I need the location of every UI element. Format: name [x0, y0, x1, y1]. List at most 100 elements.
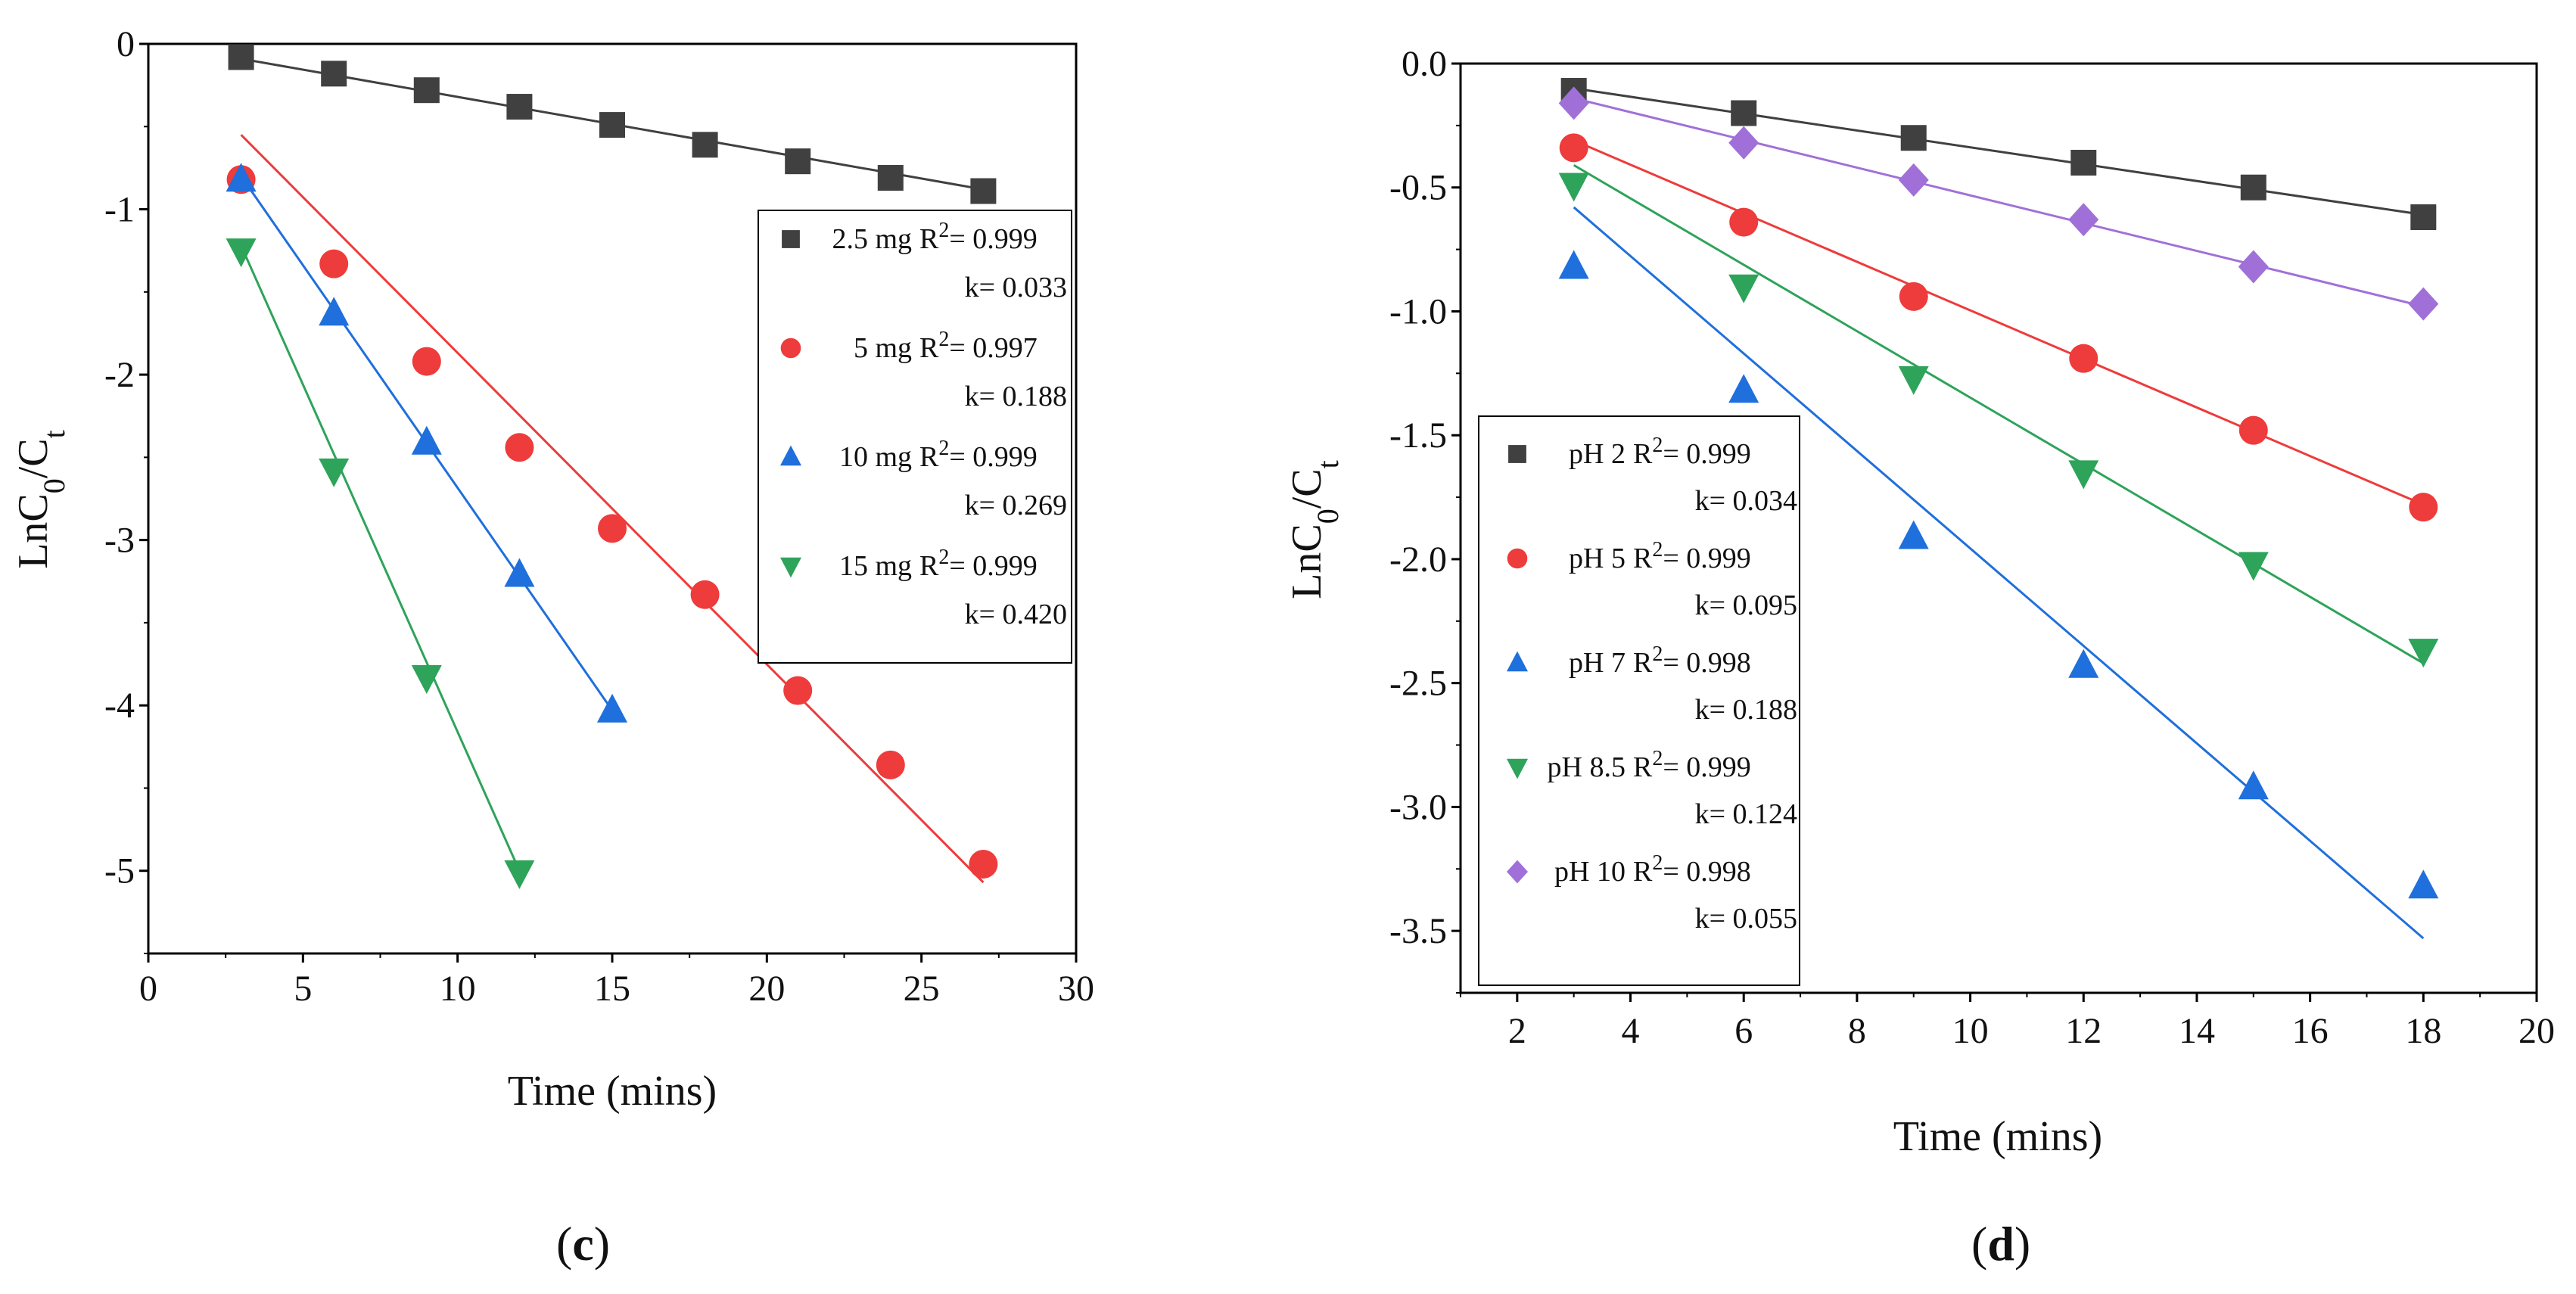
data-point: [2238, 250, 2269, 284]
legend-k: k= 0.420: [965, 599, 1067, 630]
data-point: [2238, 770, 2269, 800]
y-axis-label: LnC0/Ct: [10, 430, 71, 569]
data-point: [319, 297, 350, 326]
x-axis-label: Time (mins): [1893, 1113, 2102, 1160]
fit-line: [240, 134, 985, 884]
data-point: [1559, 133, 1588, 163]
legend-r2: R2= 0.999: [1633, 538, 1751, 575]
x-tick-label: 12: [2065, 1011, 2102, 1051]
y-tick-label: 0: [117, 24, 135, 64]
data-point: [505, 433, 534, 462]
legend-r2: R2= 0.997: [919, 328, 1038, 365]
x-tick-label: 16: [2292, 1011, 2329, 1051]
fit-line: [1573, 163, 2425, 664]
y-tick-label: -3.0: [1389, 787, 1447, 827]
data-point: [413, 77, 440, 104]
data-point: [226, 238, 257, 268]
legend-r2: R2= 0.999: [1633, 434, 1751, 471]
data-point: [1899, 282, 1928, 311]
legend-k: k= 0.034: [1695, 485, 1797, 517]
series-pH-7: [1558, 206, 2439, 940]
legend-box: [1478, 415, 1800, 986]
legend-marker: [1507, 548, 1528, 569]
legend-series-name: pH 2: [1569, 438, 1626, 470]
data-point: [2408, 639, 2439, 668]
y-tick-label: -3: [104, 521, 135, 561]
fit-line: [1573, 97, 2424, 308]
legend-r2: R2= 0.999: [919, 437, 1038, 474]
legend-k: k= 0.124: [1695, 798, 1797, 830]
x-tick-label: 20: [748, 969, 785, 1009]
data-point: [690, 580, 720, 609]
legend-series-name: 10 mg: [839, 441, 912, 473]
y-tick-label: -2: [104, 355, 135, 395]
legend-r2: R2= 0.998: [1633, 642, 1751, 680]
fit-line: [1573, 206, 2425, 940]
data-point: [969, 849, 998, 879]
data-point: [1900, 125, 1927, 151]
series-pH-8_5: [1558, 163, 2439, 668]
chart-panel-d: 2 4 6 8 10 12 14 16 18 20 0.0 -0.5 -1.0 -1.5 -2.0 -2.5 -…: [1283, 44, 2555, 1271]
data-point: [321, 61, 347, 87]
fit-line: [240, 245, 521, 872]
data-point: [2070, 149, 2097, 176]
data-point: [1558, 250, 1589, 279]
legend-series-name: pH 8.5: [1548, 751, 1626, 783]
series-2_5-mg: [228, 44, 997, 204]
series-5-mg: [226, 134, 998, 884]
data-point: [411, 665, 442, 695]
data-point: [1729, 207, 1759, 237]
y-tick-label: -1: [104, 190, 135, 230]
legend-r2: R2= 0.999: [919, 546, 1038, 583]
x-tick-label: 5: [294, 969, 312, 1009]
x-axis-label: Time (mins): [508, 1068, 717, 1115]
legend-k: k= 0.269: [965, 490, 1067, 521]
y-tick-label: -4: [104, 686, 135, 726]
data-point: [504, 558, 535, 587]
data-point: [2068, 203, 2099, 237]
data-point: [506, 94, 533, 120]
data-point: [1728, 274, 1759, 303]
data-point: [598, 514, 627, 543]
legend-k: k= 0.095: [1695, 589, 1797, 621]
series-15-mg: [226, 238, 535, 889]
y-tick-label: -0.5: [1389, 168, 1447, 208]
data-point: [1558, 86, 1589, 120]
legend-marker: [1507, 860, 1528, 884]
series-pH-10: [1558, 86, 2439, 321]
series-10-mg: [226, 163, 627, 723]
legend-r2: R2= 0.998: [1633, 851, 1751, 888]
x-tick-label: 15: [594, 969, 630, 1009]
series-pH-5: [1559, 133, 2438, 522]
data-point: [597, 693, 627, 723]
x-tick-label: 0: [139, 969, 157, 1009]
y-tick-label: 0.0: [1402, 44, 1447, 84]
data-point: [1898, 520, 1929, 549]
x-tick-label: 2: [1508, 1011, 1526, 1051]
legend-k: k= 0.188: [965, 381, 1067, 412]
data-point: [1731, 100, 1757, 126]
panel-label: (c): [556, 1217, 610, 1271]
x-tick-label: 8: [1848, 1011, 1866, 1051]
data-point: [2069, 344, 2098, 373]
y-tick-label: -5: [104, 851, 135, 891]
data-point: [2408, 869, 2439, 899]
legend-series-name: 2.5 mg: [832, 223, 912, 255]
chart-panel-c: 0 5 10 15 20 25 30 0 -1 -2 -3 -4 -5 Time (mins) LnC0/C…: [10, 24, 1094, 1271]
x-tick-label: 25: [904, 969, 940, 1009]
data-point: [1728, 126, 1759, 160]
y-tick-label: -1.5: [1389, 415, 1447, 456]
legend-box: [758, 210, 1072, 664]
legend-series-name: pH 10: [1554, 856, 1626, 888]
x-tick-label: 10: [1952, 1011, 1989, 1051]
data-point: [692, 132, 718, 158]
y-tick-label: -3.5: [1389, 911, 1447, 951]
data-point: [228, 44, 254, 70]
legend-marker: [1508, 445, 1526, 463]
legend-marker: [780, 445, 801, 466]
legend-series-name: pH 7: [1569, 647, 1626, 679]
data-point: [970, 178, 997, 204]
data-point: [2408, 287, 2439, 321]
